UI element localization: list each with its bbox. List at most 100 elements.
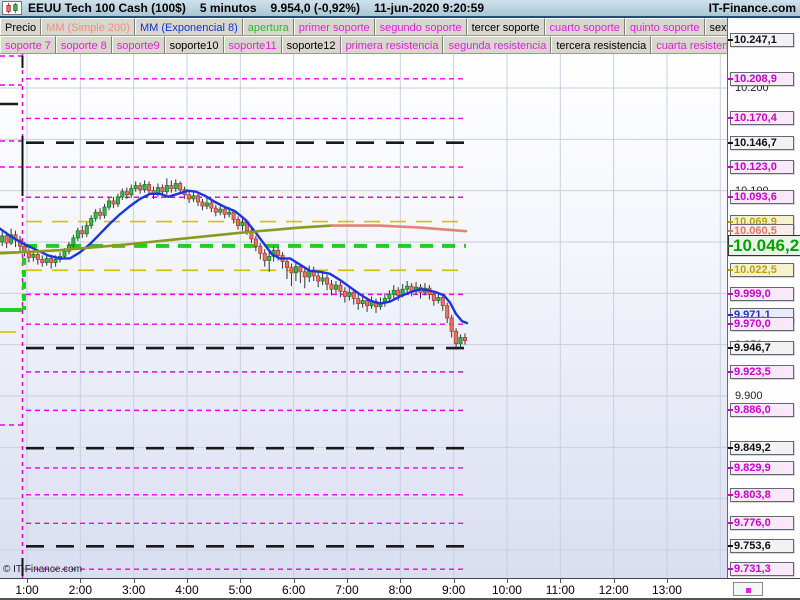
time-tick	[80, 579, 82, 583]
price-label-black: 9.849,2	[730, 441, 794, 456]
change-pct: (-0,92%)	[313, 1, 360, 15]
candle-down	[35, 253, 40, 260]
indicator-button-precio[interactable]: Precio	[0, 18, 42, 35]
time-label-1100: 11:00	[545, 583, 575, 597]
time-tick	[27, 579, 28, 583]
indicator-button-segundo-soporte[interactable]: segundo soporte	[374, 18, 467, 35]
candle-up	[360, 300, 365, 305]
candle-down	[338, 284, 343, 292]
axis-tick	[728, 117, 733, 120]
candle-down	[236, 219, 241, 226]
axis-tick	[728, 314, 733, 316]
candle-down	[231, 211, 236, 220]
indicator-button-sexto-soporte[interactable]: sexto soporte	[704, 18, 727, 35]
candle-down	[200, 201, 205, 207]
datetime-label: 11-jun-2020 9:20:59	[373, 1, 484, 15]
time-tick	[293, 579, 295, 583]
time-label-600: 6:00	[281, 583, 306, 597]
candle-down	[329, 283, 334, 290]
axis-tick	[728, 38, 733, 41]
indicator-button-soporte9[interactable]: soporte9	[111, 36, 165, 53]
axis-tick	[728, 522, 733, 525]
candle-down	[160, 187, 165, 193]
axis-tick	[728, 493, 733, 496]
candle-up	[218, 208, 223, 213]
time-label-1000: 10:00	[491, 583, 522, 597]
price-label-black: 9.946,7	[730, 341, 794, 356]
candle-up	[227, 211, 232, 215]
candle-down	[325, 277, 330, 285]
price-axis: 10.20010.1009.9509.90010.247,110.208,910…	[727, 18, 800, 578]
indicator-button-mm-exponencial-8-[interactable]: MM (Exponencial 8)	[134, 18, 243, 35]
indicator-button-cuarto-soporte[interactable]: cuarto soporte	[544, 18, 625, 35]
time-label-400: 4:00	[175, 583, 199, 597]
time-label-800: 8:00	[388, 583, 412, 597]
price-label-magenta: 9.970,0	[730, 317, 794, 332]
price-label-magenta: 9.923,5	[730, 364, 794, 379]
axis-tick	[728, 323, 733, 326]
title-bar: EEUU Tech 100 Cash (100$) 5 minutos 9.95…	[0, 0, 800, 18]
watermark: © IT-Finance.com	[3, 564, 83, 575]
indicator-button-cuarta-resistencia[interactable]: cuarta resistencia	[651, 36, 727, 53]
chart-plot-area[interactable]: © IT-Finance.com	[0, 54, 727, 578]
candle-down	[298, 266, 303, 273]
axis-tick	[728, 244, 733, 247]
candle-down	[356, 298, 361, 305]
price-label-magenta: 10.123,0	[730, 160, 794, 175]
price-label-magenta: 9.829,9	[730, 460, 794, 475]
indicator-button-soporte12[interactable]: soporte12	[281, 36, 341, 53]
indicator-button-soporte11[interactable]: soporte11	[223, 36, 282, 53]
line-sma200_rising	[0, 224, 334, 255]
axis-tick	[728, 196, 733, 199]
line-ema8	[0, 189, 469, 325]
indicator-button-tercer-soporte[interactable]: tercer soporte	[466, 18, 545, 35]
candle-up	[267, 255, 272, 261]
price-label-salmon: 10.060,5	[730, 224, 794, 239]
axis-tick	[728, 230, 733, 233]
candle-up	[405, 285, 410, 290]
candle-down	[449, 317, 454, 332]
axis-tick	[728, 269, 733, 272]
axis-tick	[728, 370, 733, 373]
scroll-widget[interactable]	[733, 582, 763, 596]
candle-down	[276, 249, 281, 256]
axis-tick	[728, 347, 733, 350]
candle-down	[169, 185, 174, 190]
candle-up	[133, 185, 138, 190]
time-tick	[346, 579, 348, 583]
candle-up	[391, 289, 396, 295]
indicator-button-mm-simple-200-[interactable]: MM (Simple 200)	[41, 18, 135, 35]
indicator-button-segunda-resistencia[interactable]: segunda resistencia	[443, 36, 552, 53]
axis-plain-label: 9.900	[735, 390, 763, 402]
candle-down	[253, 238, 258, 247]
indicator-button-soporte-7[interactable]: soporte 7	[0, 36, 56, 53]
axis-tick	[728, 166, 733, 169]
candlestick-chart[interactable]	[0, 54, 727, 578]
axis-tick	[728, 77, 733, 80]
candle-down	[209, 202, 214, 209]
candle-up	[129, 188, 134, 196]
indicator-button-tercera-resistencia[interactable]: tercera resistencia	[551, 36, 652, 53]
candle-down	[445, 305, 450, 319]
candle-down	[49, 258, 54, 263]
candle-up	[84, 225, 89, 235]
indicator-button-primera-resistencia[interactable]: primera resistencia	[340, 36, 444, 53]
indicator-button-soporte-8[interactable]: soporte 8	[55, 36, 112, 53]
candle-down	[222, 208, 227, 215]
candle-up	[458, 337, 463, 345]
indicator-button-apertura[interactable]: apertura	[242, 18, 294, 35]
candle-down	[302, 271, 307, 278]
candle-down	[80, 230, 85, 235]
price-label-green-big: 10.046,2	[728, 234, 800, 256]
time-label-500: 5:00	[228, 583, 252, 597]
candle-up	[107, 200, 112, 208]
time-tick	[400, 579, 402, 583]
indicator-button-quinto-soporte[interactable]: quinto soporte	[624, 18, 705, 35]
candle-down	[258, 245, 263, 254]
candle-up	[75, 230, 80, 239]
candle-down	[98, 211, 103, 216]
price-label-black: 10.247,1	[730, 32, 794, 47]
indicator-button-soporte10[interactable]: soporte10	[164, 36, 224, 53]
indicator-button-primer-soporte[interactable]: primer soporte	[293, 18, 375, 35]
candlestick-icon	[2, 1, 22, 15]
